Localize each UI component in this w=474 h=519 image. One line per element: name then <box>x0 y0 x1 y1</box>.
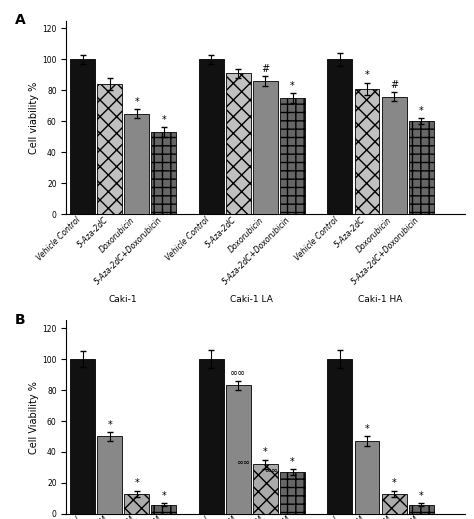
Bar <box>124 494 149 514</box>
Text: *: * <box>392 479 396 488</box>
Bar <box>382 97 407 214</box>
Bar <box>199 60 224 214</box>
Bar <box>328 359 352 514</box>
Text: *: * <box>135 479 139 488</box>
Text: *: * <box>290 81 295 91</box>
Text: Caki-1 LA: Caki-1 LA <box>230 295 273 304</box>
Text: *: * <box>135 97 139 106</box>
Text: *: * <box>263 447 268 457</box>
Text: *: * <box>290 457 295 467</box>
Bar <box>151 504 176 514</box>
Text: *: * <box>162 115 166 125</box>
Bar <box>70 60 95 214</box>
Text: #: # <box>261 64 270 74</box>
Text: A: A <box>15 13 25 27</box>
Text: B: B <box>15 313 25 327</box>
Text: *: * <box>419 490 424 501</box>
Bar <box>199 359 224 514</box>
Bar <box>253 81 278 214</box>
Y-axis label: Cell viability %: Cell viability % <box>29 81 39 154</box>
Bar <box>382 494 407 514</box>
Text: *: * <box>162 490 166 501</box>
Bar <box>409 504 434 514</box>
Bar <box>409 121 434 214</box>
Bar <box>280 98 305 214</box>
Bar <box>151 132 176 214</box>
Text: *: * <box>365 424 369 434</box>
Bar <box>253 465 278 514</box>
Bar <box>124 114 149 214</box>
Bar <box>328 60 352 214</box>
Bar <box>280 472 305 514</box>
Text: #: # <box>390 79 398 90</box>
Text: ∞∞: ∞∞ <box>264 466 278 475</box>
Bar <box>97 436 122 514</box>
Text: ∞∞: ∞∞ <box>230 368 246 378</box>
Bar <box>226 386 251 514</box>
Text: ∞∞: ∞∞ <box>237 457 251 467</box>
Text: Caki-1 HA: Caki-1 HA <box>358 295 403 304</box>
Y-axis label: Cell Viability %: Cell Viability % <box>29 381 39 454</box>
Text: *: * <box>365 70 369 80</box>
Bar <box>97 84 122 214</box>
Bar <box>355 441 380 514</box>
Text: Caki-1: Caki-1 <box>109 295 137 304</box>
Text: *: * <box>419 106 424 116</box>
Bar <box>355 89 380 214</box>
Bar <box>70 359 95 514</box>
Bar <box>226 73 251 214</box>
Text: *: * <box>107 419 112 430</box>
